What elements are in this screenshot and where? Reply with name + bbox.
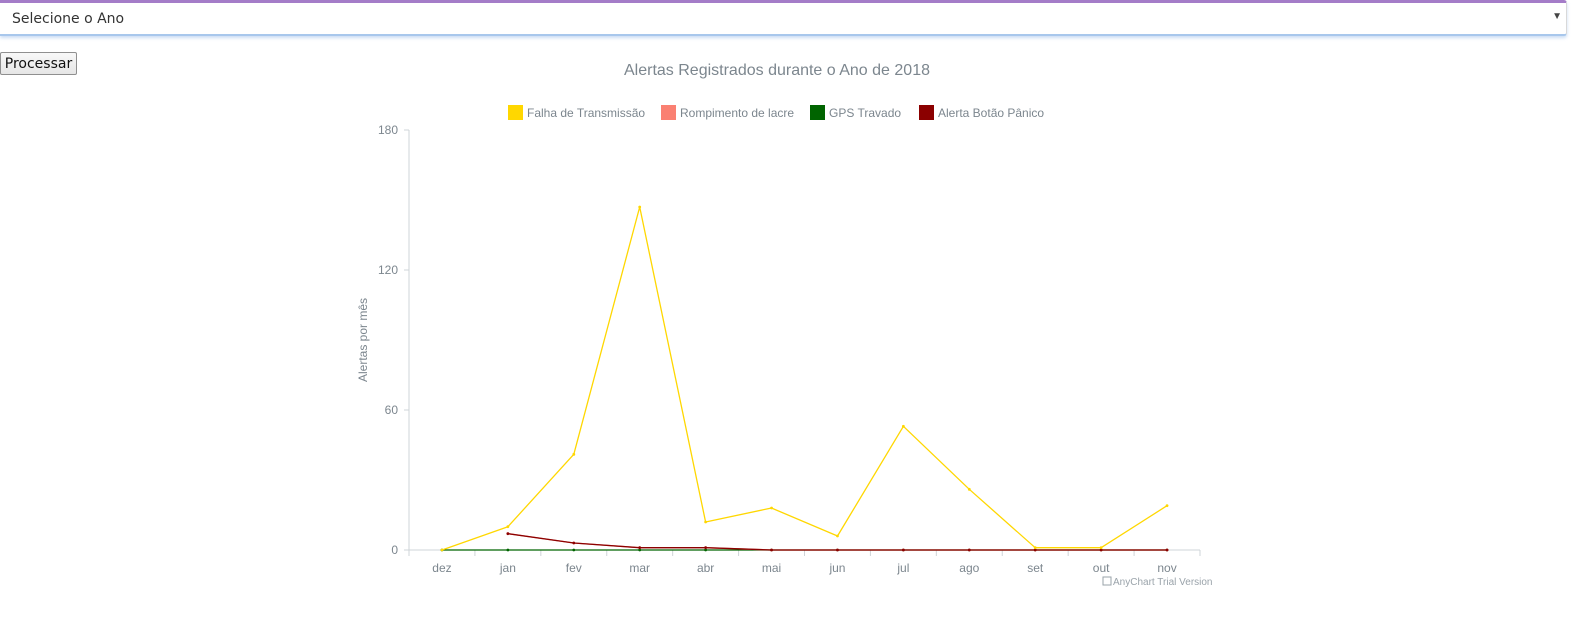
y-tick-label: 60: [385, 403, 399, 417]
chart-legend: Falha de Transmissão Rompimento de lacre G…: [508, 105, 1044, 120]
chart-series: [440, 205, 1169, 552]
dropdown-arrow-icon: ▼: [1552, 11, 1562, 22]
x-tick-label: nov: [1157, 561, 1176, 575]
year-select-value: Selecione o Ano: [12, 11, 125, 27]
y-tick-label: 120: [378, 263, 398, 277]
data-point: [440, 548, 444, 552]
series-line-falha-de-transmissao: [441, 206, 1168, 551]
x-tick-label: fev: [566, 561, 582, 575]
x-tick-label: ago: [959, 561, 979, 575]
chart-title: Alertas Registrados durante o Ano de 201…: [624, 62, 930, 79]
data-point: [1165, 504, 1169, 508]
data-point: [704, 520, 708, 524]
data-point: [1033, 548, 1037, 552]
chart-credit: AnyChart Trial Version: [1102, 576, 1213, 588]
legend-item: Rompimento de lacre: [661, 105, 794, 120]
legend-swatch: [810, 105, 825, 120]
legend-label: GPS Travado: [829, 106, 901, 120]
data-point: [638, 548, 642, 552]
y-axis-title: Alertas por mês: [356, 298, 370, 382]
x-tick-label: set: [1027, 561, 1044, 575]
data-point: [704, 548, 708, 552]
data-point: [1099, 546, 1103, 550]
data-point: [506, 525, 510, 529]
data-point: [1033, 546, 1037, 550]
data-point: [572, 452, 576, 456]
x-tick-label: abr: [697, 561, 714, 575]
data-point: [836, 534, 839, 538]
data-point: [770, 506, 773, 510]
data-point: [901, 548, 905, 552]
legend-label: Rompimento de lacre: [680, 106, 794, 120]
data-point: [506, 532, 510, 536]
data-point: [967, 487, 971, 491]
data-point: [1099, 548, 1103, 552]
legend-swatch: [919, 105, 934, 120]
legend-item: Falha de Transmissão: [508, 105, 645, 120]
data-point: [901, 424, 905, 428]
x-tick-label: dez: [432, 561, 451, 575]
x-tick-label: mai: [762, 561, 781, 575]
data-point: [638, 546, 642, 550]
year-select[interactable]: Selecione o Ano ▼: [0, 0, 1567, 36]
x-tick-label: jun: [828, 561, 845, 575]
process-button[interactable]: Processar: [0, 52, 77, 75]
chart-axes: 0 60 120 180 dez jan fev mar abr mai jun jul ago set o…: [378, 123, 1201, 575]
y-tick-label: 0: [391, 543, 398, 557]
x-tick-label: mar: [629, 561, 650, 575]
data-point: [967, 548, 971, 552]
data-point: [770, 548, 773, 552]
legend-item: GPS Travado: [810, 105, 901, 120]
chart-credit-text: AnyChart Trial Version: [1113, 577, 1213, 588]
anychart-logo-icon: [1102, 576, 1112, 586]
data-point: [836, 548, 839, 552]
data-point: [506, 548, 510, 552]
x-tick-label: jul: [896, 561, 909, 575]
data-point: [572, 548, 576, 552]
legend-label: Falha de Transmissão: [527, 106, 645, 120]
legend-item: Alerta Botão Pânico: [919, 105, 1044, 120]
legend-label: Alerta Botão Pânico: [938, 106, 1044, 120]
data-point: [638, 205, 642, 209]
legend-swatch: [661, 105, 676, 120]
data-point: [704, 546, 708, 550]
data-point: [1165, 548, 1169, 552]
x-tick-label: out: [1093, 561, 1110, 575]
legend-swatch: [508, 105, 523, 120]
data-point: [572, 541, 576, 545]
y-tick-label: 180: [378, 123, 398, 137]
x-tick-label: jan: [499, 561, 516, 575]
